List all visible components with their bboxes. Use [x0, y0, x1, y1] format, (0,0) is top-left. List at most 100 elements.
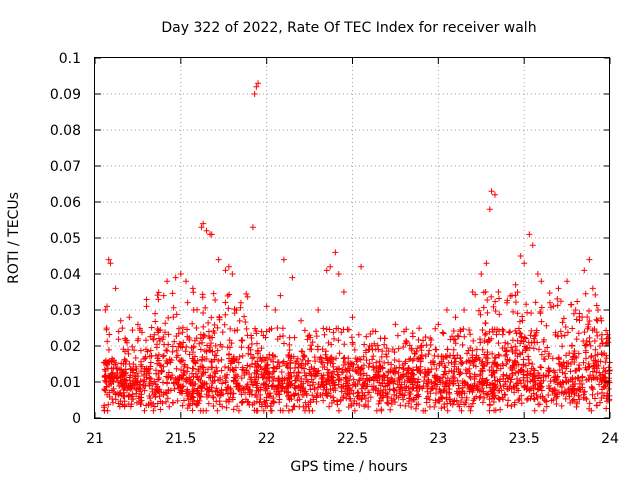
data-point [278, 369, 285, 376]
data-point [201, 347, 208, 354]
data-point [136, 325, 143, 332]
data-point [109, 399, 116, 406]
data-point [572, 307, 579, 313]
data-point [438, 395, 445, 402]
data-point [126, 377, 133, 384]
data-point [324, 366, 331, 373]
y-tick-label: 0.03 [50, 303, 81, 319]
data-point [166, 403, 173, 410]
data-point [112, 359, 119, 366]
data-point [214, 324, 221, 331]
data-point [565, 360, 572, 367]
data-point [136, 385, 143, 392]
data-point [152, 310, 159, 317]
data-point [276, 399, 283, 406]
data-point [320, 382, 327, 389]
data-point [311, 365, 318, 372]
data-point [463, 397, 470, 404]
data-point [526, 231, 533, 238]
data-point [467, 374, 474, 381]
data-point [189, 382, 196, 389]
data-point [150, 407, 157, 414]
data-point [359, 392, 366, 399]
data-point [180, 397, 187, 404]
data-point [314, 390, 321, 397]
data-point [340, 326, 347, 333]
data-point [481, 378, 488, 385]
data-point [123, 337, 130, 344]
data-point [557, 379, 564, 386]
data-point [184, 405, 191, 412]
x-tick-labels: 21 21.5 22 22.5 23 23.5 24 [86, 431, 619, 447]
data-point [506, 373, 513, 380]
data-point [366, 360, 373, 367]
y-tick-label: 0.01 [50, 375, 81, 391]
data-point [169, 348, 176, 355]
data-point [209, 393, 216, 400]
data-point [137, 398, 144, 405]
data-point [262, 399, 269, 406]
data-point [167, 374, 174, 381]
data-point [481, 338, 488, 345]
data-point [367, 330, 374, 337]
data-point [243, 290, 250, 297]
data-point [179, 402, 186, 409]
data-point [147, 378, 154, 385]
data-point [518, 334, 525, 341]
data-point [383, 399, 390, 406]
data-point [199, 294, 206, 301]
data-point [388, 361, 395, 368]
data-point [393, 365, 400, 372]
data-point [213, 385, 220, 392]
data-point [349, 381, 356, 388]
data-point [573, 336, 580, 343]
data-point [466, 365, 473, 372]
data-point [393, 392, 400, 399]
data-point [338, 369, 345, 376]
data-point [587, 372, 594, 379]
data-point [573, 403, 580, 410]
data-point [225, 364, 232, 371]
data-point [351, 346, 358, 353]
data-point [171, 338, 178, 345]
data-point [306, 332, 313, 339]
data-point [382, 389, 389, 396]
data-point [495, 395, 502, 402]
data-point [301, 353, 308, 360]
data-point [450, 398, 457, 405]
data-point [414, 367, 421, 374]
data-point [230, 374, 237, 381]
data-point [224, 390, 231, 397]
data-point [518, 392, 525, 399]
data-point [239, 352, 246, 359]
data-point [528, 339, 535, 346]
data-point [484, 349, 491, 356]
data-point [354, 364, 361, 371]
data-point [161, 329, 168, 336]
data-point [194, 306, 201, 313]
data-point [118, 371, 125, 378]
data-point [422, 370, 429, 377]
data-point [361, 341, 368, 348]
data-point [537, 383, 544, 390]
data-point [440, 330, 447, 337]
data-point [389, 346, 396, 353]
data-point [186, 335, 193, 342]
data-point [175, 343, 182, 350]
data-point [231, 358, 238, 365]
data-point [330, 356, 337, 363]
data-point [327, 263, 334, 270]
data-point [195, 368, 202, 375]
data-point [586, 405, 593, 412]
y-tick-label: 0.08 [50, 123, 81, 139]
data-point [486, 407, 493, 414]
data-point [109, 355, 116, 362]
data-point [305, 357, 312, 364]
data-point [121, 398, 128, 405]
data-point [230, 367, 237, 374]
data-point [160, 333, 167, 340]
data-point [358, 396, 365, 403]
data-point [565, 378, 572, 385]
data-point [538, 351, 545, 358]
data-point [383, 351, 390, 358]
